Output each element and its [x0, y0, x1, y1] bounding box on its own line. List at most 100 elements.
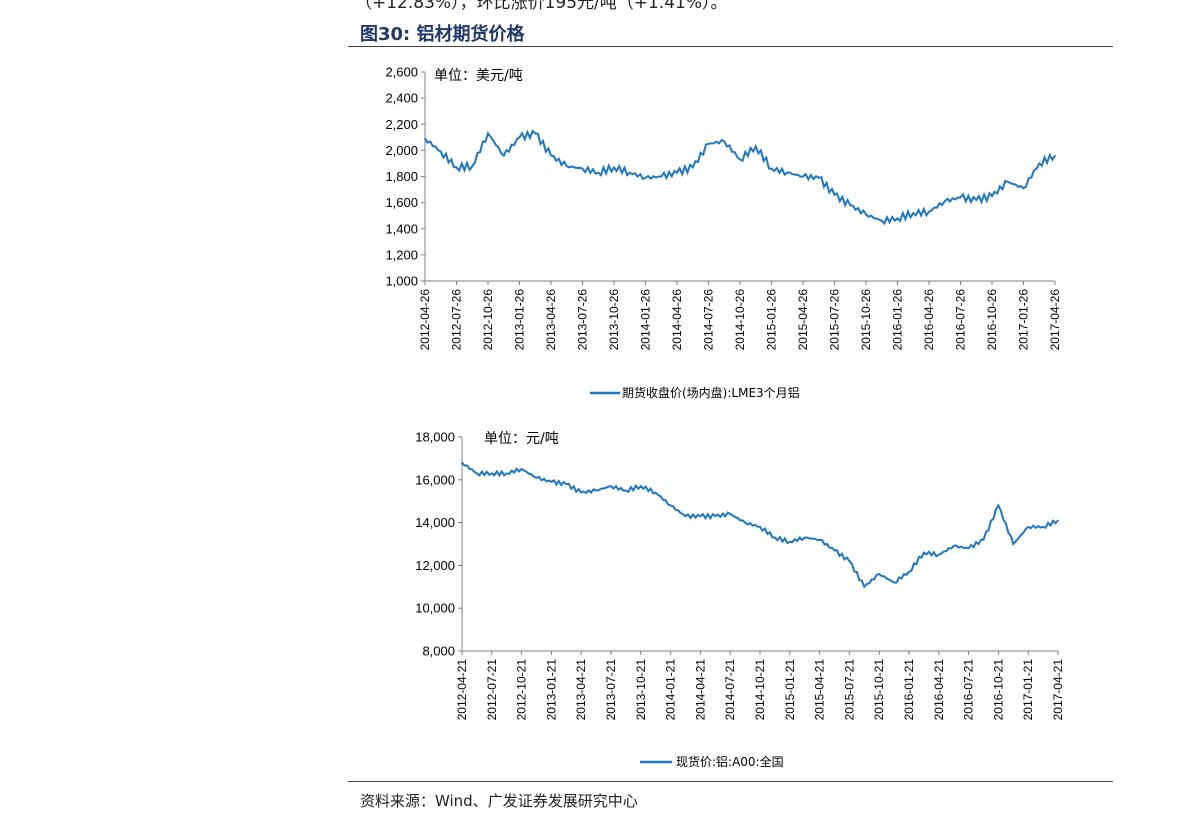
c1-xtick-label: 2012-10-26 — [481, 289, 495, 351]
c2-xtick-label: 2013-10-21 — [634, 659, 648, 721]
chart1-series-line — [424, 129, 1056, 226]
c2-data-point — [848, 560, 851, 562]
source-rule — [348, 781, 1113, 782]
c2-data-point — [774, 536, 776, 539]
c1-data-point — [770, 167, 773, 170]
c2-xtick-label: 2014-04-21 — [693, 659, 707, 721]
c1-data-point — [802, 175, 804, 178]
c1-data-point — [487, 132, 489, 135]
chart2-legend-label: 现货价:铝:A00:全国 — [676, 754, 784, 769]
figure-title: 图30: 铝材期货价格 — [360, 24, 525, 45]
c2-data-point — [789, 541, 791, 543]
c1-data-point — [959, 196, 962, 199]
c1-data-point — [1054, 154, 1056, 157]
c1-xtick-label: 2017-04-26 — [1048, 289, 1062, 351]
lme-aluminum-chart: 单位：美元/吨 1,000 1,200 1,400 1,600 1,800 2,000 2,… — [385, 65, 1062, 401]
c2-xtick-label: 2012-07-21 — [485, 659, 499, 721]
c1-ytick-label: 1,800 — [385, 169, 418, 184]
c1-data-point — [660, 175, 663, 178]
c1-data-point — [565, 165, 568, 167]
c2-xtick-label: 2016-01-21 — [902, 659, 916, 721]
c1-xtick-label: 2017-01-26 — [1017, 289, 1031, 351]
c2-xtick-label: 2012-10-21 — [515, 659, 529, 721]
c2-data-point — [491, 472, 493, 475]
c1-xtick-label: 2016-07-26 — [954, 289, 968, 351]
c2-data-point — [833, 549, 836, 552]
c1-data-point — [628, 171, 631, 174]
c2-data-point — [476, 472, 478, 475]
c1-ytick-label: 2,200 — [385, 117, 418, 132]
c2-xtick-label: 2015-07-21 — [842, 659, 856, 721]
spot-aluminum-chart: 单位：元/吨 8,000 10,000 12,000 14,000 16,000 18,0… — [415, 430, 1065, 770]
c2-data-point — [1057, 519, 1059, 522]
c1-xtick-label: 2015-10-26 — [859, 289, 873, 351]
source-note: 资料来源：Wind、广发证券发展研究中心 — [360, 792, 638, 810]
title-rule — [348, 46, 1113, 47]
c1-ytick-label: 2,600 — [385, 65, 418, 80]
c2-data-point — [1027, 526, 1029, 528]
c2-data-point — [729, 513, 731, 515]
c1-ytick-label: 1,600 — [385, 195, 418, 210]
c1-xtick-label: 2016-01-26 — [891, 289, 905, 351]
c1-xtick-label: 2016-10-26 — [985, 289, 999, 351]
chart1-legend-label: 期货收盘价(场内盘):LME3个月铝 — [622, 385, 800, 400]
c2-xtick-label: 2014-10-21 — [753, 659, 767, 721]
c2-data-point — [640, 485, 642, 488]
c2-xtick-label: 2015-01-21 — [783, 659, 797, 721]
c1-xtick-label: 2015-04-26 — [796, 289, 810, 351]
c1-xtick-label: 2012-07-26 — [450, 289, 464, 351]
c2-data-point — [923, 551, 925, 554]
c2-ytick-label: 18,000 — [415, 430, 455, 445]
c2-data-point — [803, 536, 806, 539]
c1-data-point — [1006, 180, 1009, 183]
c1-data-point — [880, 220, 883, 222]
c2-data-point — [654, 491, 657, 494]
c1-data-point — [943, 200, 946, 203]
c2-ytick-label: 14,000 — [415, 515, 455, 530]
c2-data-point — [759, 526, 761, 528]
c2-xtick-label: 2013-01-21 — [544, 659, 558, 721]
c2-xtick-label: 2017-01-21 — [1021, 659, 1035, 721]
chart1-unit-label: 单位：美元/吨 — [434, 68, 523, 84]
c1-data-point — [518, 136, 521, 139]
c1-data-point — [534, 132, 537, 135]
c2-xtick-label: 2015-10-21 — [872, 659, 886, 721]
c1-xtick-label: 2013-10-26 — [607, 289, 621, 351]
c2-xtick-label: 2016-07-21 — [962, 659, 976, 721]
c2-xtick-label: 2014-01-21 — [664, 659, 678, 721]
c2-data-point — [610, 485, 612, 488]
c2-xtick-label: 2016-04-21 — [932, 659, 946, 721]
c1-data-point — [1038, 162, 1041, 165]
c2-data-point — [908, 571, 910, 573]
c2-data-point — [878, 573, 880, 575]
c1-data-point — [865, 213, 867, 216]
c1-data-point — [739, 158, 741, 161]
c2-data-point — [595, 489, 597, 492]
c1-data-point — [597, 171, 600, 174]
c2-xtick-label: 2016-10-21 — [991, 659, 1005, 721]
c1-ytick-label: 1,200 — [385, 247, 418, 262]
c2-data-point — [535, 476, 538, 479]
c1-data-point — [991, 195, 993, 197]
c1-data-point — [1022, 187, 1025, 190]
c1-xtick-label: 2016-04-26 — [922, 289, 936, 351]
c2-data-point — [1042, 526, 1044, 528]
c2-xtick-label: 2015-04-21 — [813, 659, 827, 721]
c1-ytick-label: 1,000 — [385, 274, 418, 289]
c2-data-point — [893, 581, 895, 584]
c2-data-point — [550, 481, 553, 483]
c1-data-point — [676, 171, 678, 174]
c1-xtick-label: 2015-07-26 — [828, 289, 842, 351]
c2-data-point — [520, 468, 523, 470]
c1-ytick-label: 2,000 — [385, 143, 418, 158]
c1-xtick-label: 2013-04-26 — [544, 289, 558, 351]
c2-xtick-label: 2013-07-21 — [604, 659, 618, 721]
c2-data-point — [669, 504, 672, 507]
c1-data-point — [471, 165, 474, 167]
c1-data-point — [613, 166, 615, 169]
c2-data-point — [952, 545, 955, 547]
c2-ytick-label: 12,000 — [415, 558, 455, 573]
c2-data-point — [1012, 543, 1015, 545]
c1-data-point — [975, 199, 978, 201]
c2-data-point — [863, 586, 866, 588]
